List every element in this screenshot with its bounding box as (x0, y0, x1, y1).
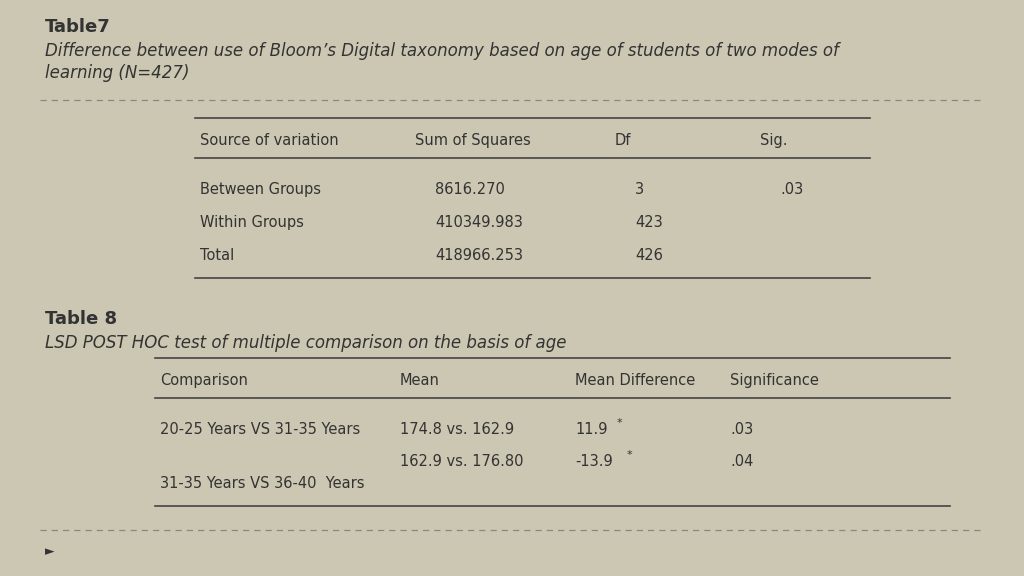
Text: Sig.: Sig. (760, 133, 787, 148)
Text: Source of variation: Source of variation (200, 133, 339, 148)
Text: Mean Difference: Mean Difference (575, 373, 695, 388)
Text: LSD POST HOC test of multiple comparison on the basis of age: LSD POST HOC test of multiple comparison… (45, 334, 566, 352)
Text: Table 8: Table 8 (45, 310, 117, 328)
Text: 426: 426 (635, 248, 663, 263)
Text: *: * (627, 450, 633, 460)
Text: Mean: Mean (400, 373, 440, 388)
Text: 31-35 Years VS 36-40  Years: 31-35 Years VS 36-40 Years (160, 476, 365, 491)
Text: Between Groups: Between Groups (200, 182, 321, 197)
Text: 8616.270: 8616.270 (435, 182, 505, 197)
Text: Sum of Squares: Sum of Squares (415, 133, 530, 148)
Text: 174.8 vs. 162.9: 174.8 vs. 162.9 (400, 422, 514, 437)
Text: .03: .03 (780, 182, 803, 197)
Text: 410349.983: 410349.983 (435, 215, 523, 230)
Text: Df: Df (615, 133, 632, 148)
Text: 418966.253: 418966.253 (435, 248, 523, 263)
Text: 3: 3 (635, 182, 644, 197)
Text: ►: ► (45, 545, 54, 558)
Text: Total: Total (200, 248, 234, 263)
Text: 162.9 vs. 176.80: 162.9 vs. 176.80 (400, 454, 523, 469)
Text: learning (N=427): learning (N=427) (45, 64, 189, 82)
Text: Table7: Table7 (45, 18, 111, 36)
Text: Within Groups: Within Groups (200, 215, 304, 230)
Text: Comparison: Comparison (160, 373, 248, 388)
Text: Significance: Significance (730, 373, 819, 388)
Text: .03: .03 (730, 422, 754, 437)
Text: 11.9: 11.9 (575, 422, 607, 437)
Text: .04: .04 (730, 454, 754, 469)
Text: 423: 423 (635, 215, 663, 230)
Text: 20-25 Years VS 31-35 Years: 20-25 Years VS 31-35 Years (160, 422, 360, 437)
Text: Difference between use of Bloom’s Digital taxonomy based on age of students of t: Difference between use of Bloom’s Digita… (45, 42, 839, 60)
Text: *: * (617, 418, 623, 428)
Text: -13.9: -13.9 (575, 454, 612, 469)
